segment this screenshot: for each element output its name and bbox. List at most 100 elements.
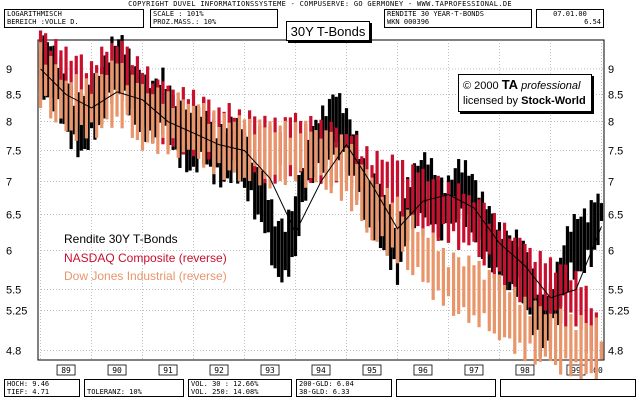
x-tick-label: 98 [520,366,530,375]
price-bar-0 [154,78,158,138]
price-bar-0 [593,202,597,250]
brand-copyright: © 2000 [463,80,499,92]
price-bar-0 [494,229,498,268]
price-bar-2 [334,147,338,181]
price-bar-2 [135,82,140,141]
x-tick-label: 00 [593,366,603,375]
price-bar-1 [457,183,461,250]
price-bar-0 [542,294,546,349]
price-bar-0 [545,295,549,341]
price-bar-2 [227,122,231,171]
price-bar-0 [338,93,342,161]
price-bar-0 [283,231,287,271]
price-bar-2 [151,94,155,144]
price-bar-1 [79,54,83,119]
price-bar-0 [147,88,151,131]
price-bar-1 [390,154,394,222]
x-tick-box [158,364,178,376]
price-bar-2 [110,60,114,128]
price-bar-2 [288,137,293,166]
price-bar-2 [365,169,369,233]
price-bar-2 [436,251,440,291]
date-box: 07.01.00 6.54 [536,9,604,28]
price-bar-1 [451,196,456,232]
x-tick-box [260,364,280,376]
price-bar-2 [79,89,83,125]
price-bar-0 [348,119,352,176]
price-bar-0 [137,69,141,132]
x-tick-label: 89 [61,366,71,375]
price-bar-0 [589,200,593,268]
price-bar-2 [553,313,558,366]
price-bar-0 [178,100,182,168]
price-bar-1 [482,202,486,266]
price-bar-1 [564,264,568,327]
price-bar-0 [62,73,66,125]
price-bar-1 [44,33,48,95]
price-bar-0 [86,84,90,150]
price-bar-0 [249,162,253,191]
gld-box: 200-GLD: 6.04 38-GLD: 6.33 [296,379,392,397]
price-bar-1 [125,46,129,108]
price-bar-2 [380,196,384,237]
price-bar-2 [49,56,53,119]
price-bar-2 [344,147,349,192]
price-bar-2 [339,134,343,201]
y-tick-label-left: 7.5 [6,146,21,158]
price-bar-0 [276,221,281,277]
y-tick-label-right: 7.5 [608,146,623,158]
gld38-value: 38-GLD: 6.33 [299,388,350,396]
price-bar-1 [69,60,73,103]
price-bar-0 [341,113,345,152]
price-bar-0 [531,268,536,336]
price-bar-0 [225,128,230,179]
brand-licensed: licensed by [463,95,519,107]
price-bar-2 [125,85,129,115]
x-tick-label: 95 [367,366,377,375]
price-bar-0 [263,171,267,234]
price-bar-2 [304,120,308,188]
price-bar-2 [497,274,502,341]
footer-empty-box-1 [396,379,496,397]
price-bar-2 [156,87,160,154]
price-bar-1 [421,168,425,237]
price-bar-2 [564,326,568,359]
price-bar-2 [54,64,58,123]
price-bar-0 [208,121,213,167]
price-bar-2 [482,279,486,314]
price-bar-0 [474,180,478,243]
price-bar-0 [480,191,485,259]
price-bar-1 [446,182,451,243]
price-bar-2 [258,119,262,186]
price-bar-2 [319,138,323,176]
price-bar-1 [543,263,547,311]
price-bar-0 [123,54,128,91]
price-bar-2 [355,164,359,205]
price-bar-2 [395,196,400,264]
price-bar-2 [64,80,68,132]
price-bar-1 [528,247,532,308]
scale-mode: LOGARITHMISCH [7,10,62,18]
x-tick-label: 93 [265,366,275,375]
x-tick-box [209,364,229,376]
price-bar-0 [310,125,315,184]
y-tick-label-right: 5.25 [608,305,629,317]
price-bar-0 [429,158,434,225]
price-bar-1 [411,164,415,230]
price-bar-0 [484,209,488,252]
wkn-code: WKN 000396 [387,18,430,26]
brand-stockworld: Stock-World [521,95,586,107]
price-bar-2 [181,99,185,153]
price-bar-2 [329,131,333,194]
price-bar-0 [236,118,240,184]
y-tick-label-right: 8 [608,117,614,129]
price-bar-2 [74,74,78,141]
price-bar-1 [508,238,512,282]
price-bar-2 [508,292,512,339]
price-bar-1 [89,61,94,120]
price-bar-0 [361,158,366,220]
price-bar-0 [460,172,464,209]
price-bar-0 [96,75,100,126]
y-tick-label-left: 8 [6,117,12,129]
price-bar-0 [157,84,162,123]
